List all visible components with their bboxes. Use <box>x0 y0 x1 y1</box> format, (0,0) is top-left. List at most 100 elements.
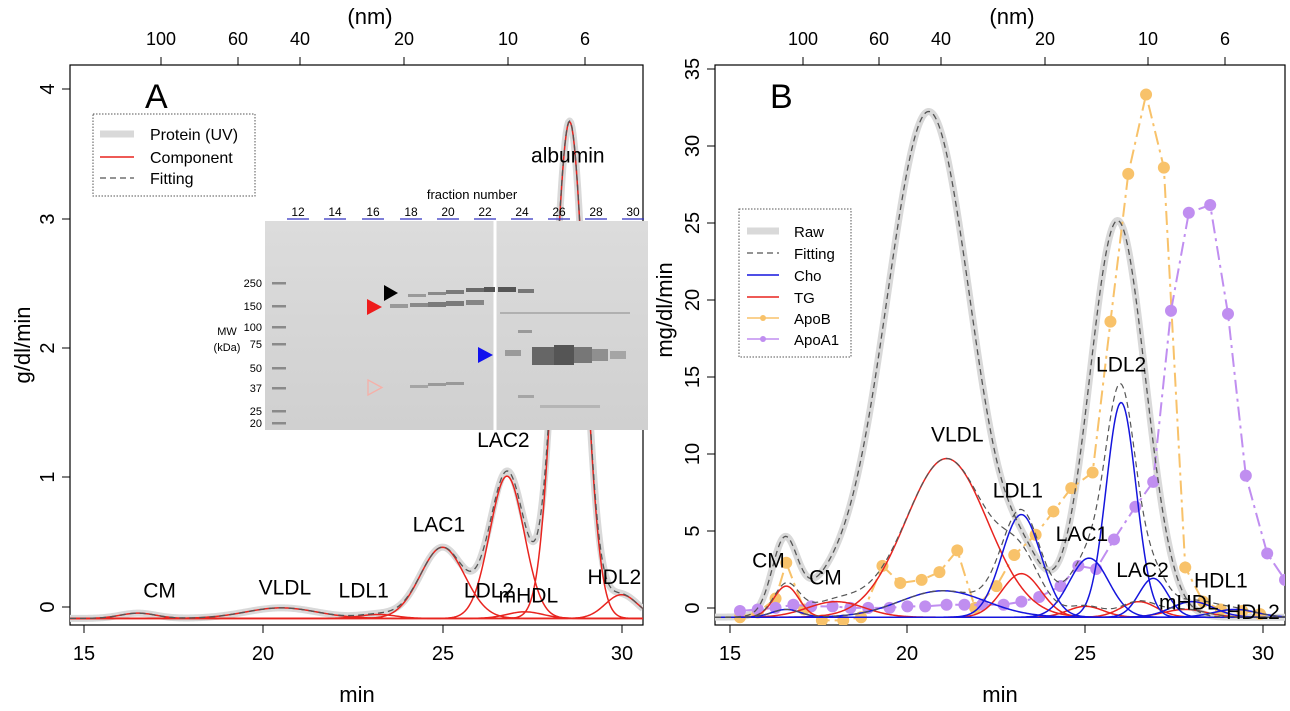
cho-fitting-line <box>715 382 1285 618</box>
peak-label: LDL1 <box>339 579 389 602</box>
peak-label: LAC1 <box>1056 523 1109 546</box>
x-tick-label: 15 <box>719 643 741 665</box>
apoa1-point <box>1182 206 1195 219</box>
apoa1-point <box>787 598 800 611</box>
panel-a-x-axis-label: min <box>339 682 374 707</box>
legend-label: ApoB <box>794 311 831 328</box>
y-tick-label: 30 <box>682 135 704 157</box>
apob-point <box>951 544 964 557</box>
gel-background <box>265 221 648 430</box>
peak-label: albumin <box>531 145 605 168</box>
gel-band <box>446 382 464 385</box>
apob-point <box>1008 549 1021 561</box>
mw-marker-label: 75 <box>250 339 262 351</box>
panel-a-top-ticks: 100 60 40 20 10 6 <box>146 29 590 65</box>
apob-point <box>915 573 928 586</box>
apob-point <box>933 566 946 579</box>
apob-point <box>1104 315 1117 328</box>
y-tick-label: 4 <box>37 83 59 94</box>
peak-label: mHDL <box>499 585 559 608</box>
panel-b-series <box>715 88 1285 625</box>
ladder-band <box>272 422 286 425</box>
legend-label: Component <box>150 150 233 167</box>
panel-a-top-axis-label: (nm) <box>347 4 392 29</box>
legend-swatch-apoa1-point <box>760 336 766 342</box>
fraction-labels: 12 14 16 18 20 22 24 26 28 30 <box>291 205 640 219</box>
gel-band <box>408 294 426 297</box>
panel-a-y-ticks: 0 1 2 3 4 <box>37 83 70 613</box>
apoa1-point <box>883 601 896 614</box>
y-tick-label: 10 <box>682 443 704 465</box>
apob-point <box>1157 161 1170 174</box>
gel-title: fraction number <box>427 187 518 202</box>
panel-b-legend: Raw Fitting Cho TG ApoB ApoA1 <box>738 208 852 358</box>
panel-a: A (nm) min g/dl/min 15 20 25 30 0 1 2 3 … <box>10 4 648 707</box>
gel-band <box>592 349 608 361</box>
gel-band <box>428 383 446 386</box>
gel-band <box>610 351 626 359</box>
x-tick-label: 20 <box>252 643 274 665</box>
apob-point <box>1086 466 1099 479</box>
fraction-label: 12 <box>291 205 305 219</box>
top-tick-label: 60 <box>228 29 248 49</box>
y-tick-label: 35 <box>682 58 704 80</box>
panel-a-legend: Protein (UV) Component Fitting <box>92 113 256 197</box>
peak-label: LAC2 <box>477 429 530 452</box>
legend-label: Protein (UV) <box>150 127 238 144</box>
tg-fitting-line <box>715 457 1285 618</box>
peak-label: CM <box>143 579 176 602</box>
blue-arrow-marker <box>478 347 493 363</box>
legend-label: Cho <box>794 268 822 285</box>
panel-a-x-ticks: 15 20 25 30 <box>73 625 633 665</box>
gel-band <box>500 312 630 314</box>
fraction-label: 24 <box>515 205 529 219</box>
panel-b-x-axis-label: min <box>982 682 1017 707</box>
peak-label: LAC2 <box>1116 559 1169 582</box>
panel-a-series <box>70 117 643 622</box>
apoa1-point <box>1033 591 1046 603</box>
y-tick-label: 20 <box>682 289 704 311</box>
peak-label: VLDL <box>259 577 312 600</box>
top-tick-label: 100 <box>788 29 818 49</box>
apoa1-point <box>1279 573 1285 586</box>
peak-label: CM <box>752 549 785 572</box>
peak-label: VLDL <box>931 423 984 446</box>
gel-band <box>518 330 532 333</box>
legend-label: Raw <box>794 224 824 241</box>
y-tick-label: 2 <box>37 342 59 353</box>
apoa1-point <box>1147 475 1160 488</box>
apoa1-point <box>751 603 764 616</box>
gel-band <box>428 302 446 307</box>
panel-a-label: A <box>145 78 168 116</box>
top-tick-label: 40 <box>290 29 310 49</box>
apob-line <box>739 94 1261 622</box>
peak-label: LAC1 <box>413 513 466 536</box>
ladder-band <box>272 343 286 346</box>
ladder-lane <box>272 282 286 425</box>
y-tick-label: 1 <box>37 471 59 482</box>
gel-band <box>484 287 495 292</box>
peak-label: HDL2 <box>587 566 641 589</box>
peak-label: LDL1 <box>993 479 1043 502</box>
fraction-label: 20 <box>441 205 455 219</box>
ladder-band <box>272 326 286 329</box>
gel-band <box>532 347 554 365</box>
legend-swatch-apob-point <box>760 315 766 321</box>
apoa1-point <box>826 600 839 613</box>
black-arrow-marker <box>384 285 398 301</box>
legend-label: Fitting <box>150 171 194 188</box>
peak-label: LDL2 <box>464 579 514 602</box>
fraction-label: 26 <box>552 205 566 219</box>
mw-marker-labels: 250 150 100 75 50 37 25 20 <box>244 278 262 430</box>
legend-label: Fitting <box>794 246 835 263</box>
pale-red-arrow-marker <box>367 378 384 397</box>
gel-band <box>410 385 428 388</box>
panel-a-y-axis-label: g/dl/min <box>10 306 35 383</box>
mw-title: MW <box>217 326 237 338</box>
gel-bands <box>390 287 630 408</box>
peak-label: CM <box>809 567 842 590</box>
raw-line <box>715 108 1285 621</box>
mw-marker-label: 37 <box>250 383 262 395</box>
